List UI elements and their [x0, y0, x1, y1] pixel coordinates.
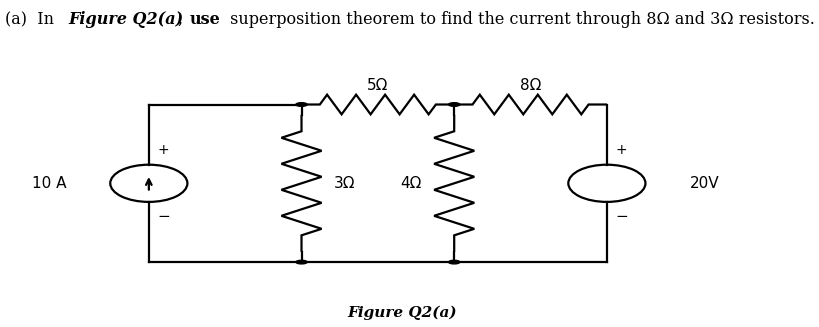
Text: 4Ω: 4Ω	[400, 176, 422, 191]
Text: use: use	[190, 11, 220, 28]
Circle shape	[448, 103, 459, 106]
Text: 5Ω: 5Ω	[367, 77, 388, 93]
Text: +: +	[157, 144, 169, 158]
Text: superposition theorem to find the current through 8Ω and 3Ω resistors.: superposition theorem to find the curren…	[224, 11, 814, 28]
Text: −: −	[156, 209, 170, 224]
Text: 8Ω: 8Ω	[519, 77, 541, 93]
Text: 3Ω: 3Ω	[333, 176, 355, 191]
Circle shape	[296, 260, 307, 264]
Text: Figure Q2(a): Figure Q2(a)	[346, 306, 456, 320]
Text: −: −	[614, 209, 627, 224]
Text: +: +	[615, 144, 627, 158]
Text: 20V: 20V	[689, 176, 718, 191]
Circle shape	[448, 260, 459, 264]
Circle shape	[296, 103, 307, 106]
Text: Figure Q2(a): Figure Q2(a)	[68, 11, 183, 28]
Text: (a)  In: (a) In	[5, 11, 59, 28]
Text: ,: ,	[178, 11, 188, 28]
Text: 10 A: 10 A	[31, 176, 66, 191]
